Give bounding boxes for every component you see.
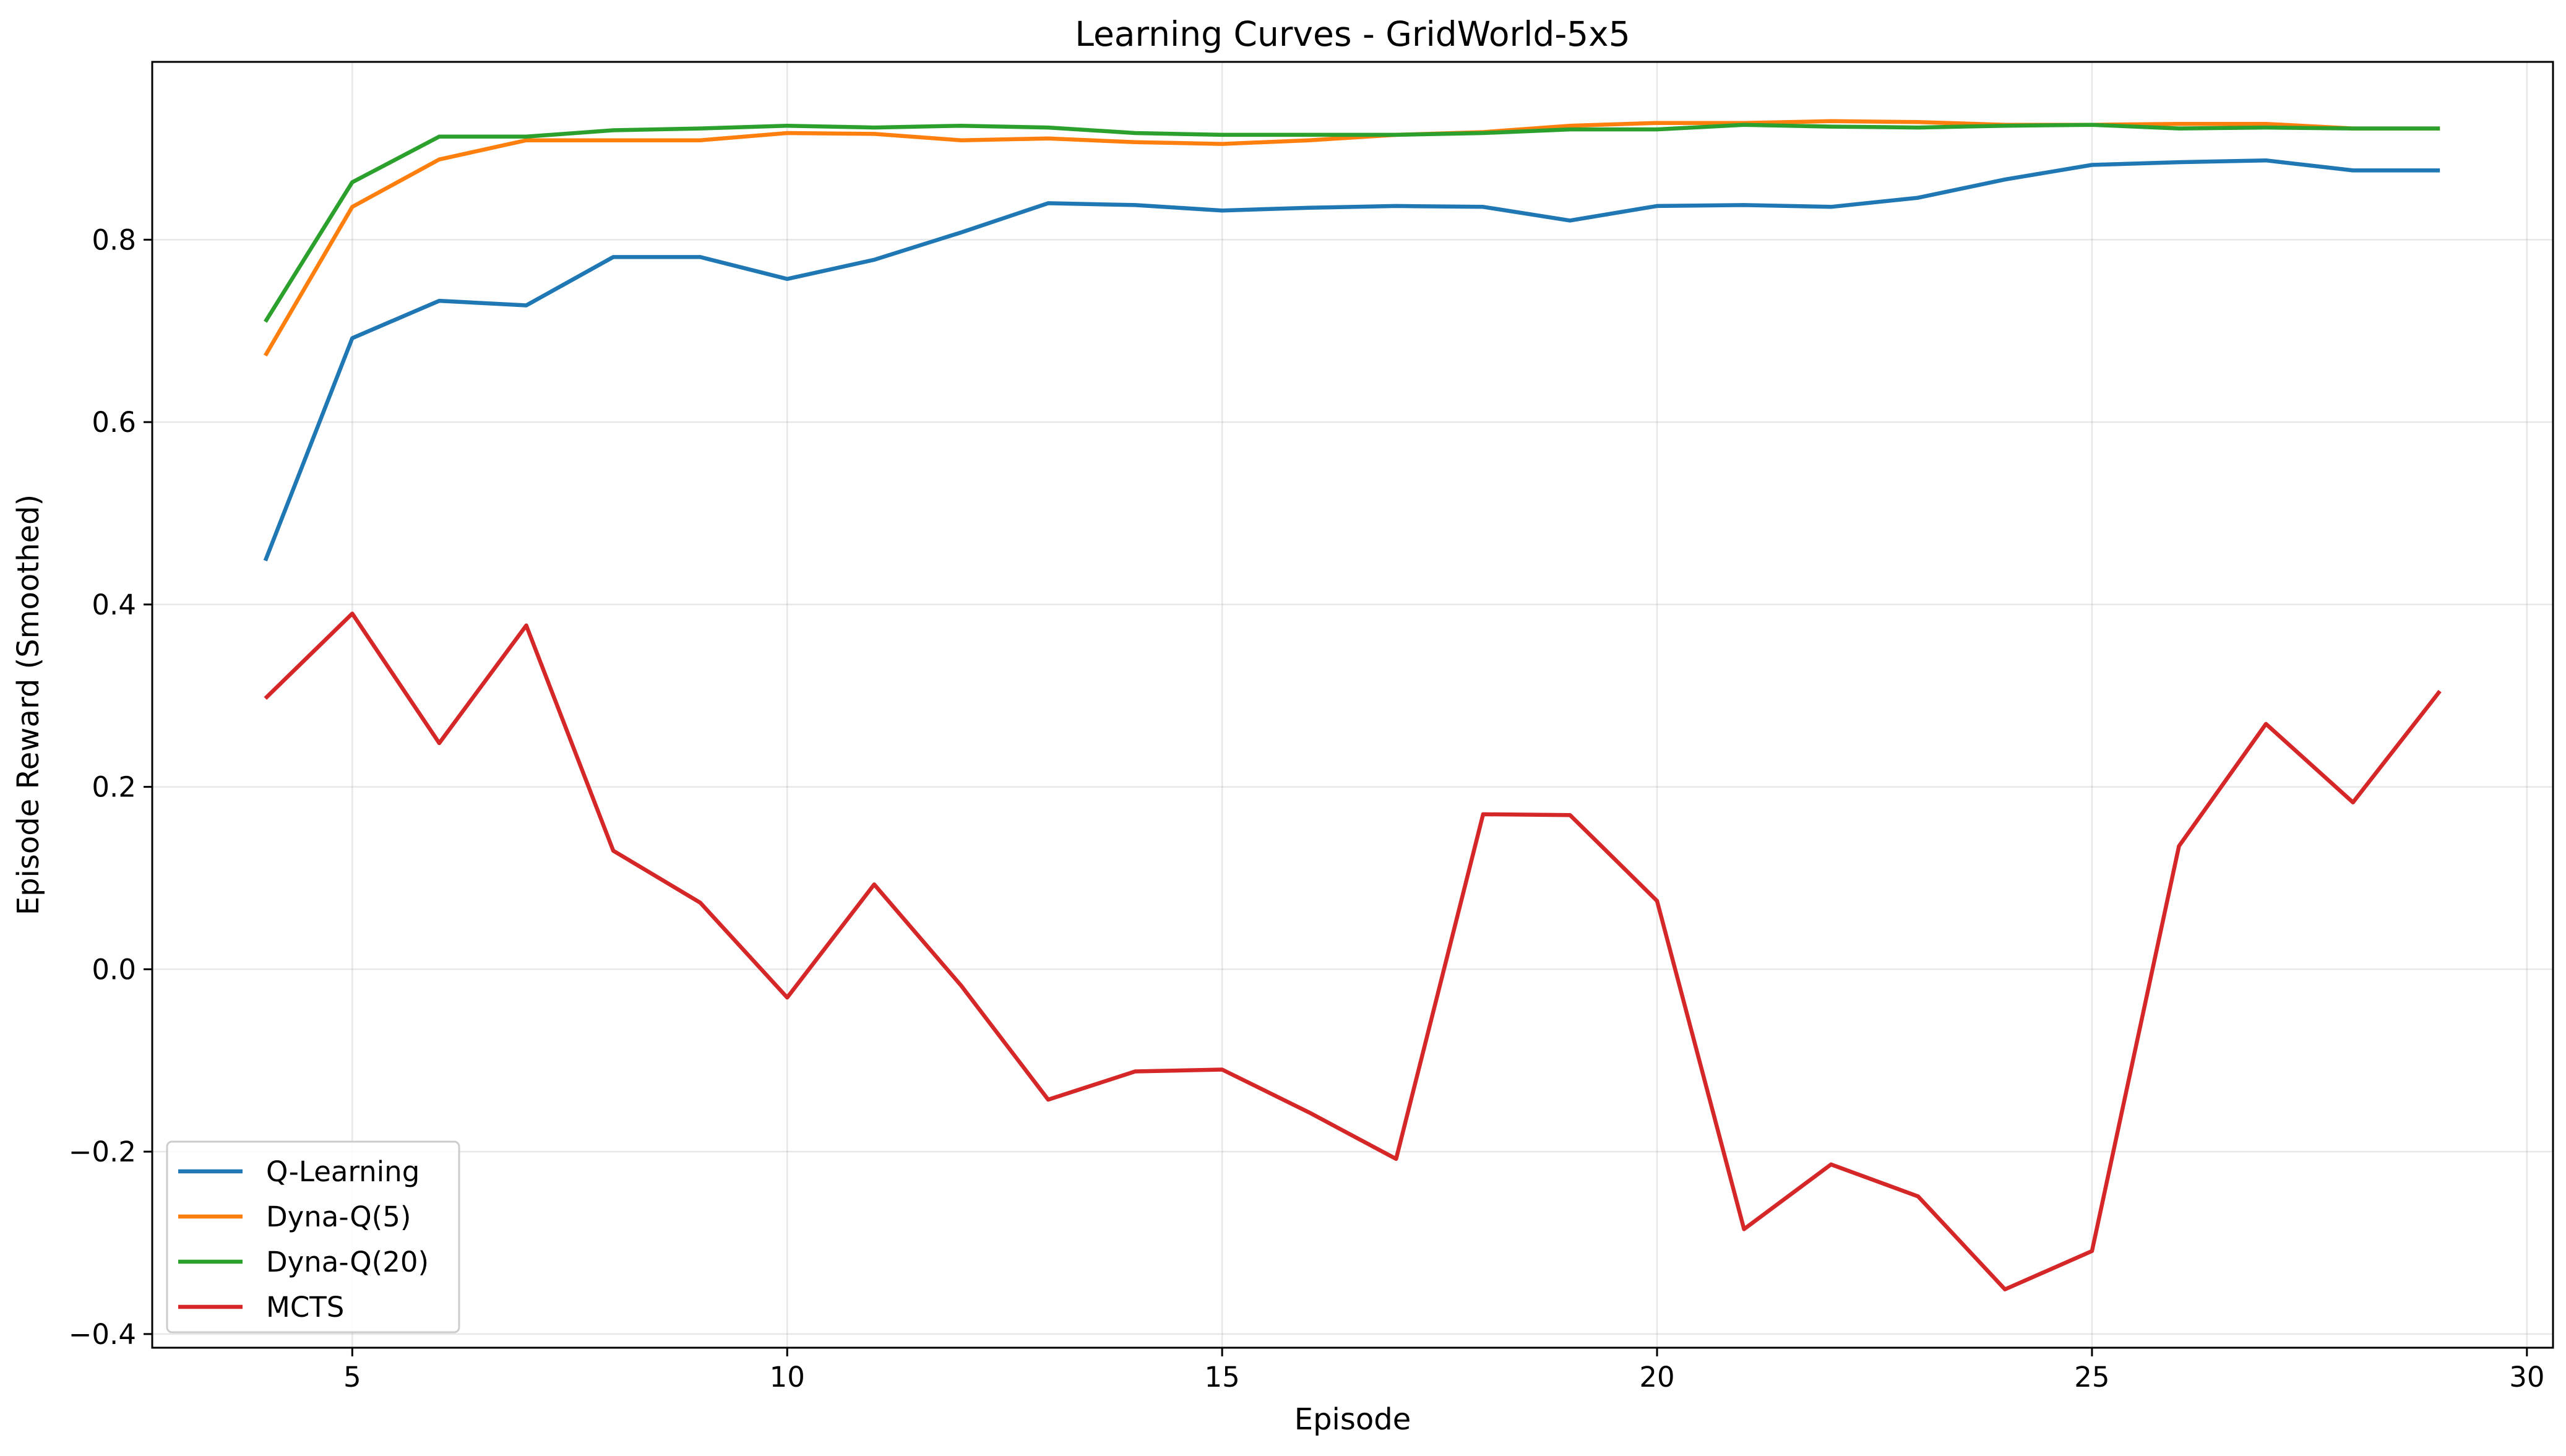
chart-title: Learning Curves - GridWorld-5x5 <box>1075 14 1630 54</box>
y-tick-label: 0.2 <box>92 771 136 804</box>
y-tick-label: −0.2 <box>69 1135 136 1168</box>
y-tick-label: −0.4 <box>69 1318 136 1351</box>
y-tick-label: 0.4 <box>92 588 136 621</box>
x-tick-label: 20 <box>1639 1361 1674 1394</box>
y-tick-label: 0.6 <box>92 406 136 439</box>
x-tick-label: 10 <box>770 1361 805 1394</box>
legend-label-dyna-q-20: Dyna-Q(20) <box>266 1246 429 1278</box>
x-tick-label: 25 <box>2074 1361 2109 1394</box>
series-line-dyna-q-20 <box>264 123 2440 323</box>
series-line-q-learning <box>263 158 2440 562</box>
x-axis-label: Episode <box>1294 1402 1411 1437</box>
grid-lines <box>152 62 2553 1348</box>
x-tick-label: 15 <box>1204 1361 1239 1394</box>
axis-ticks: 5 10 15 20 25 30 −0.4 −0.2 0.0 0.2 0.4 0.6 0.8 <box>69 223 2545 1394</box>
legend-label-mcts: MCTS <box>266 1291 344 1324</box>
x-tick-label: 30 <box>2509 1361 2544 1394</box>
legend: Q-Learning Dyna-Q(5) Dyna-Q(20) MCTS <box>166 1140 460 1333</box>
series-lines <box>263 119 2442 1291</box>
y-axis-label: Episode Reward (Smoothed) <box>11 494 46 915</box>
series-line-mcts <box>264 611 2442 1291</box>
legend-label-q-learning: Q-Learning <box>266 1155 420 1188</box>
plot-frame <box>151 61 2554 1349</box>
legend-label-dyna-q-5: Dyna-Q(5) <box>266 1200 411 1233</box>
legend-box <box>166 1140 460 1333</box>
y-tick-label: 0.0 <box>92 953 136 986</box>
y-tick-label: 0.8 <box>92 223 136 256</box>
x-tick-label: 5 <box>343 1361 361 1394</box>
